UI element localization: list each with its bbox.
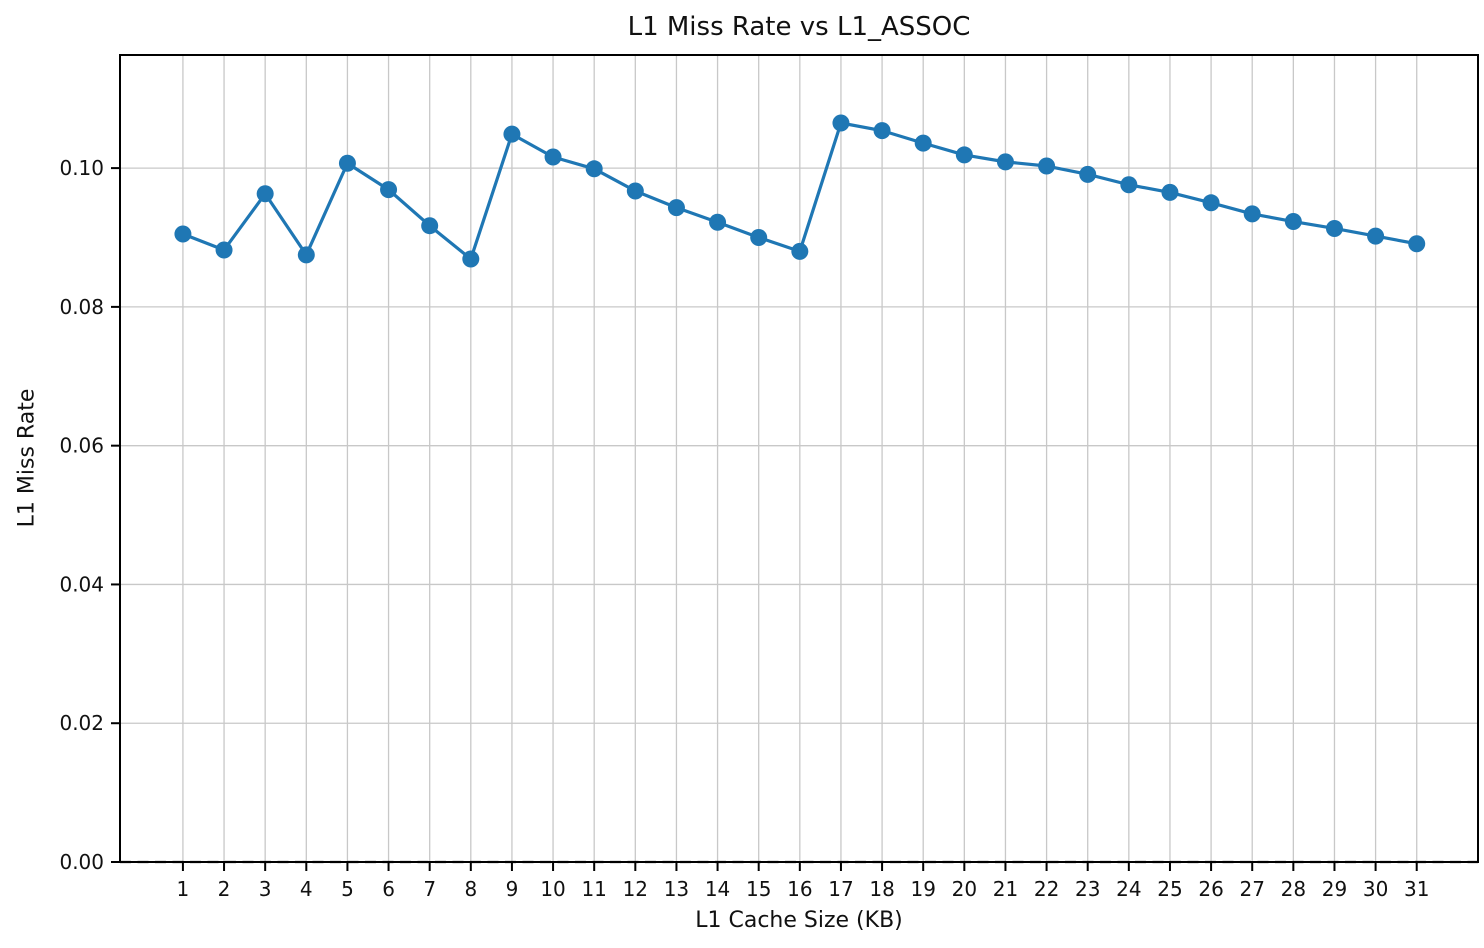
x-tick-label: 22 [1034,877,1059,901]
x-tick-label: 26 [1198,877,1223,901]
data-point [503,125,521,143]
x-tick-label: 19 [910,877,935,901]
x-tick-label: 18 [869,877,894,901]
x-tick-label: 30 [1363,877,1388,901]
x-tick-label: 17 [828,877,853,901]
data-point [832,114,850,132]
x-tick-label: 6 [382,877,395,901]
x-tick-label: 10 [540,877,565,901]
data-point [873,122,891,140]
data-point [215,241,233,259]
data-point [914,134,932,152]
plot-border [119,54,1479,863]
x-tick-label: 7 [423,877,436,901]
data-point [626,182,644,200]
data-point [791,242,809,260]
y-tick-label: 0.04 [59,572,104,596]
data-point [585,160,603,178]
x-tick-label: 2 [218,877,231,901]
data-point [1038,157,1056,175]
data-point [1120,176,1138,194]
y-tick-label: 0.06 [59,434,104,458]
data-point [544,148,562,166]
x-tick-label: 1 [177,877,190,901]
x-tick-label: 15 [746,877,771,901]
data-point [1202,194,1220,212]
x-axis-label: L1 Cache Size (KB) [695,908,903,933]
chart-title: L1 Miss Rate vs L1_ASSOC [627,12,971,42]
x-tick-label: 25 [1157,877,1182,901]
x-tick-label: 13 [664,877,689,901]
data-point [1243,205,1261,223]
data-point [256,185,274,203]
data-point [996,153,1014,171]
data-point [421,217,439,235]
x-tick-label: 11 [581,877,606,901]
x-tick-label: 14 [705,877,730,901]
data-point [1161,183,1179,201]
y-tick-label: 0.10 [59,156,104,180]
y-tick-label: 0.08 [59,295,104,319]
data-point [1367,227,1385,245]
y-tick-label: 0.02 [59,711,104,735]
data-point [1079,165,1097,183]
x-tick-label: 21 [993,877,1018,901]
data-point [462,250,480,268]
data-point [1325,219,1343,237]
x-tick-label: 29 [1322,877,1347,901]
x-tick-label: 20 [952,877,977,901]
data-point [380,181,398,199]
data-point [750,228,768,246]
x-tick-label: 12 [623,877,648,901]
data-point [955,146,973,164]
y-tick-label: 0.00 [59,850,104,874]
data-point [297,246,315,264]
y-axis-label: L1 Miss Rate [14,388,40,528]
x-tick-label: 16 [787,877,812,901]
x-tick-label: 31 [1404,877,1429,901]
x-tick-label: 8 [464,877,477,901]
data-point [338,154,356,172]
x-tick-label: 28 [1281,877,1306,901]
x-tick-label: 3 [259,877,272,901]
x-tick-label: 4 [300,877,313,901]
x-tick-label: 23 [1075,877,1100,901]
data-point [709,213,727,231]
x-tick-label: 9 [506,877,519,901]
x-tick-label: 5 [341,877,354,901]
data-point [1284,213,1302,231]
x-tick-label: 27 [1239,877,1264,901]
data-point [667,199,685,217]
data-point [174,225,192,243]
x-tick-label: 24 [1116,877,1141,901]
data-point [1408,235,1426,253]
